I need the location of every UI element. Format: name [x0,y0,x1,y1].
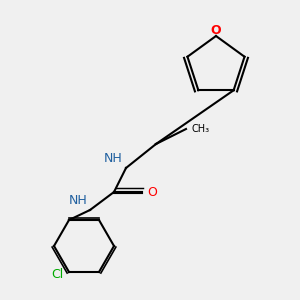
Text: O: O [147,185,157,199]
Text: NH: NH [104,152,123,165]
Text: NH: NH [68,194,87,207]
Text: Cl: Cl [51,268,63,281]
Text: CH₃: CH₃ [192,124,210,134]
Text: O: O [211,23,221,37]
